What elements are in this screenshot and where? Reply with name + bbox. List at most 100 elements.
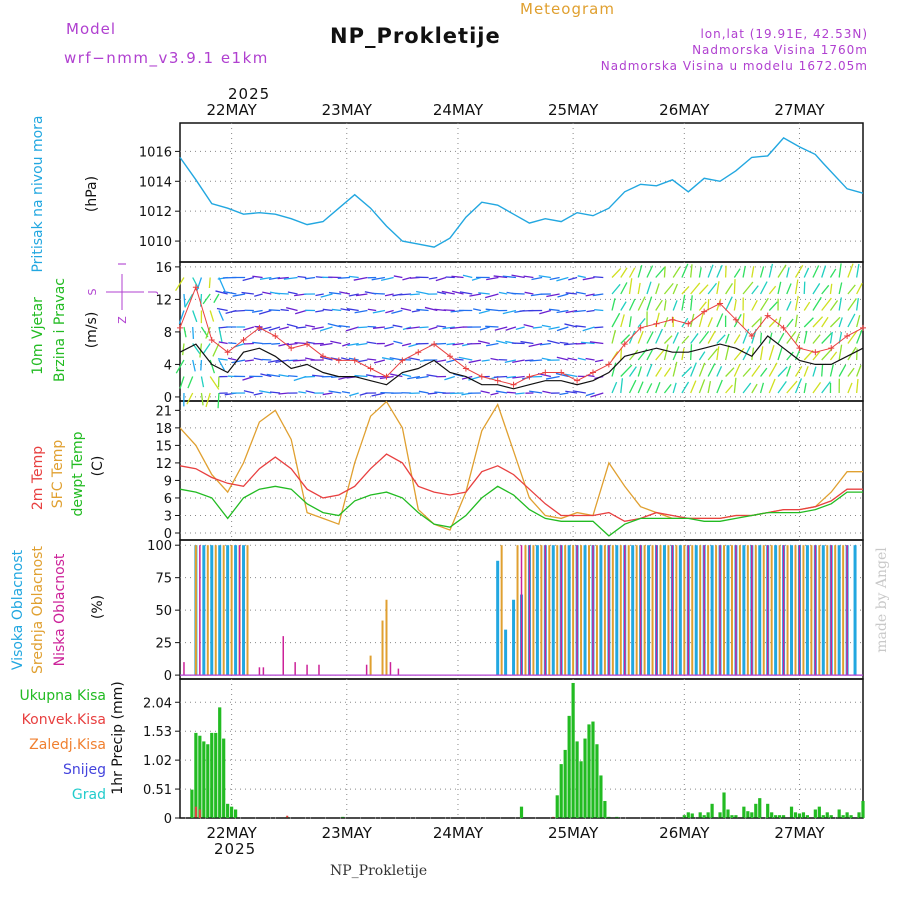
wind-arrow	[202, 293, 211, 305]
wind-arrow	[655, 283, 660, 295]
y-tick-label: 75	[155, 572, 172, 587]
wind-arrow	[856, 263, 860, 278]
precip-bar	[813, 809, 817, 818]
wind-arrow	[690, 282, 701, 295]
wind-arrow	[179, 376, 185, 389]
precip-bar	[190, 789, 194, 818]
wind-arrow	[716, 366, 723, 377]
wind-arrow	[585, 392, 595, 397]
wind-arrow	[348, 357, 359, 361]
wind-gust-marker	[399, 357, 406, 364]
data-layer	[175, 137, 866, 819]
wind-arrow	[742, 328, 750, 344]
precip-bar	[861, 800, 865, 818]
wind-arrow	[768, 318, 778, 328]
wind-arrow	[655, 328, 663, 344]
wind-arrow	[620, 267, 628, 278]
wind-gust-marker	[860, 324, 866, 331]
wind-arrow	[567, 357, 578, 361]
cloud-bar	[758, 545, 762, 676]
wind-arrow	[524, 291, 534, 295]
wind-arrow	[574, 309, 586, 313]
wind-arrow	[547, 339, 560, 345]
cloud-bar	[385, 599, 388, 676]
precip-bar	[233, 809, 238, 818]
wind-arrow	[620, 314, 625, 328]
wind-arrow	[477, 340, 490, 345]
wind-arrow	[286, 342, 298, 346]
wind-arrow	[681, 263, 689, 278]
wind-arrow	[847, 367, 855, 377]
wind-arrow	[242, 375, 255, 381]
cloud-ylabel-2: Srednja Oblacnost	[30, 546, 46, 674]
wind-arrow	[243, 326, 255, 331]
temp-ylabel-3: dewpt Temp	[70, 431, 86, 516]
wind-arrow	[257, 326, 272, 332]
wind-arrow	[486, 342, 499, 347]
wind-arrow	[367, 325, 377, 328]
cloud-bar	[551, 545, 555, 676]
cloud-bar	[603, 545, 606, 676]
wind-arrow	[393, 340, 403, 345]
wind-arrow	[575, 291, 586, 295]
wind-arrow	[585, 357, 595, 361]
wind-arrow	[294, 309, 307, 315]
wind-arrow	[478, 292, 490, 295]
wind-arrow	[459, 291, 473, 295]
cloud-bar	[794, 545, 797, 676]
wind-gust-marker	[605, 361, 612, 368]
wind-arrow	[655, 381, 661, 394]
y-tick-label: 0	[164, 669, 172, 684]
cloud-bar	[516, 545, 519, 676]
wind-arrow	[777, 366, 788, 377]
cloud-bar	[810, 545, 813, 676]
wind-arrow	[707, 363, 716, 377]
wind-arrow	[655, 349, 665, 361]
wind-arrow	[315, 309, 324, 313]
wind-arrow	[580, 341, 595, 345]
wind-gust-marker	[272, 332, 279, 339]
wind-arrow	[385, 309, 394, 314]
wind-arrow-field	[175, 263, 863, 409]
wind-arrow	[502, 309, 517, 315]
wind-arrow	[707, 381, 712, 394]
cloud-bar	[735, 545, 737, 676]
wind-arrow	[320, 293, 333, 298]
precip-bar	[218, 707, 222, 818]
wind-arrow	[733, 334, 741, 344]
cloud-bar	[599, 545, 603, 676]
wind-ylabel-2: Brzina i Pravac	[52, 278, 68, 382]
wind-arrow	[205, 392, 211, 408]
wind-arrow	[637, 296, 646, 311]
cloud-bar	[214, 545, 217, 676]
precip-bar	[222, 738, 226, 818]
wind-arrow	[278, 374, 289, 378]
wind-arrow	[620, 282, 628, 295]
wind-arrow	[212, 343, 220, 357]
wind-arrow	[563, 342, 578, 346]
wind-arrow	[473, 308, 482, 312]
wind-arrow	[183, 293, 186, 307]
wind-arrow	[829, 351, 838, 361]
legend-snow: Snijeg	[63, 762, 106, 778]
wind-arrow	[320, 326, 333, 332]
wind-arrow	[278, 326, 289, 331]
cloud-bar	[751, 545, 753, 676]
compass-west: Z	[116, 316, 129, 324]
wind-ylabel-1: 10m Vjetar	[30, 297, 46, 375]
wind-arrow	[812, 382, 822, 394]
precip-bar	[766, 803, 770, 818]
wind-arrow	[399, 293, 412, 296]
precip-bar	[206, 744, 210, 818]
wind-arrow	[401, 342, 412, 347]
wind-arrow	[259, 276, 272, 280]
wind-arrow	[259, 390, 272, 394]
wind-arrow	[733, 363, 741, 377]
wind-arrow	[515, 326, 525, 331]
wind-arrow	[690, 362, 697, 377]
wind-gust-marker	[796, 345, 803, 352]
wind-arrow	[251, 309, 263, 313]
wind-arrow	[557, 293, 569, 298]
wind-arrow	[565, 390, 578, 394]
y-tick-label: 12	[155, 457, 172, 472]
